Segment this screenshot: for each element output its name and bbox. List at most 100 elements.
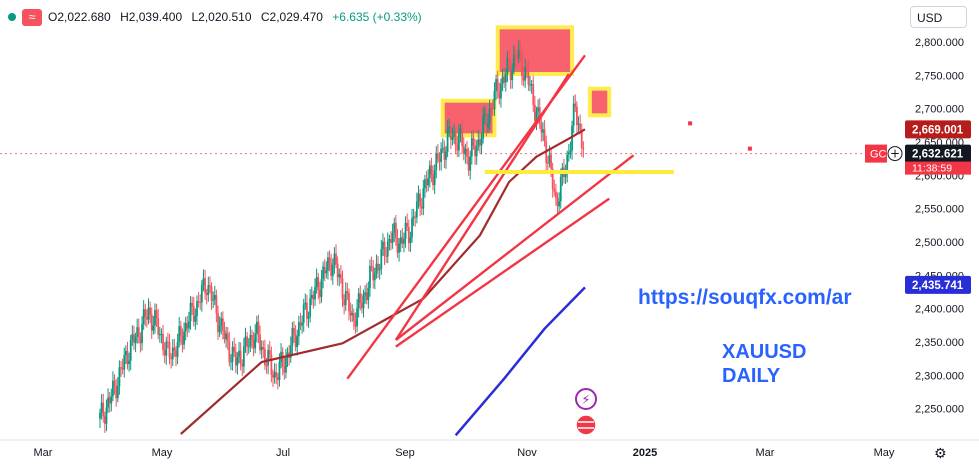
y-tick-label: 2,500.000 <box>915 237 964 249</box>
candle-body <box>516 57 518 59</box>
candle-body <box>281 351 284 367</box>
candle-body <box>194 315 197 322</box>
candle-body <box>210 286 213 301</box>
candle-body <box>262 347 265 350</box>
candle-body <box>464 148 467 155</box>
candle-body <box>152 325 155 331</box>
candle-body <box>582 147 585 150</box>
candle-body <box>359 293 362 303</box>
candle-body <box>436 153 439 159</box>
candle-body <box>514 54 517 58</box>
candle-body <box>330 262 333 277</box>
candle-body <box>393 222 396 233</box>
candle-body <box>417 193 420 202</box>
bolt-event-icon <box>575 388 597 410</box>
candle-body <box>456 144 459 151</box>
candle-body <box>445 151 447 160</box>
candle-body <box>390 239 392 243</box>
candle-body <box>260 347 263 351</box>
candle-body <box>440 148 443 162</box>
candle-body <box>406 222 409 227</box>
candle-body <box>386 241 389 257</box>
candle-body <box>304 302 307 305</box>
ma-blue-price-label-bg <box>905 275 971 294</box>
candle-body <box>173 347 176 351</box>
candle-body <box>314 287 316 300</box>
symbol-tag: GC <box>870 149 887 161</box>
candle-body <box>325 270 328 274</box>
candle-body <box>385 255 388 257</box>
candle-body <box>341 278 344 300</box>
candle-body <box>577 123 580 125</box>
candle-body <box>276 377 279 380</box>
wave-icon[interactable]: ≈ <box>22 8 42 26</box>
candle-body <box>154 310 156 326</box>
candle-body <box>128 360 130 365</box>
candle-body <box>356 308 358 327</box>
candle-body <box>532 84 535 106</box>
candle-body <box>296 336 299 348</box>
candle-body <box>498 91 501 99</box>
candle-body <box>196 301 198 316</box>
candle-body <box>564 173 567 178</box>
candle-body <box>572 103 575 126</box>
candle-body <box>522 76 525 81</box>
candle-body <box>401 237 404 244</box>
candle-body <box>110 396 113 404</box>
candle-body <box>506 58 509 74</box>
candle-body <box>247 346 250 348</box>
candle-body <box>265 365 268 367</box>
candle-body <box>310 294 313 299</box>
candle-body <box>430 165 433 175</box>
candle-body <box>255 321 258 334</box>
candle-body <box>259 334 261 351</box>
y-tick-label: 2,400.000 <box>915 304 964 316</box>
currency-selector[interactable]: USD <box>910 6 967 28</box>
candle-body <box>183 331 185 345</box>
candle-body <box>302 304 305 323</box>
candle-body <box>462 145 465 155</box>
candle-body <box>163 350 166 356</box>
ma-price-label-bg <box>905 120 971 139</box>
candle-body <box>558 201 561 207</box>
moving-average-blue-line <box>454 286 586 437</box>
candle-body <box>220 318 223 326</box>
candle-body <box>264 349 266 366</box>
candle-body <box>105 407 108 424</box>
candle-body <box>482 116 485 139</box>
candle-body <box>357 293 360 309</box>
x-tick-label: Sep <box>395 447 415 459</box>
candle-body <box>278 361 281 380</box>
candle-body <box>200 285 203 303</box>
timeframe-text: DAILY <box>722 365 781 387</box>
countdown-label: 11:38:59 <box>912 163 952 175</box>
candle-body <box>131 334 134 340</box>
candle-body <box>364 292 367 296</box>
candle-body <box>343 299 346 306</box>
candle-body <box>230 361 232 363</box>
x-tick-label: Nov <box>517 447 537 459</box>
candle-body <box>275 372 278 378</box>
candle-body <box>328 257 331 263</box>
candle-body <box>252 339 255 349</box>
candle-body <box>244 336 247 347</box>
candle-body <box>512 54 515 70</box>
candle-body <box>155 310 158 319</box>
y-tick-label: 2,300.000 <box>915 370 964 382</box>
candle-body <box>441 147 444 149</box>
candle-body <box>239 350 242 364</box>
candle-body <box>480 138 483 146</box>
gear-icon[interactable]: ⚙ <box>934 445 947 461</box>
symbol-annotation: XAUUSD DAILY <box>722 340 806 388</box>
candle-body <box>451 136 454 140</box>
candle-body <box>246 336 249 347</box>
candle-body <box>453 131 455 137</box>
candle-body <box>428 165 431 179</box>
watermark-url: https://souqfx.com/ar <box>638 286 852 309</box>
candle-body <box>137 327 140 338</box>
candle-body <box>574 103 577 107</box>
candle-body <box>123 355 126 370</box>
symbol-text: XAUUSD <box>722 341 807 363</box>
